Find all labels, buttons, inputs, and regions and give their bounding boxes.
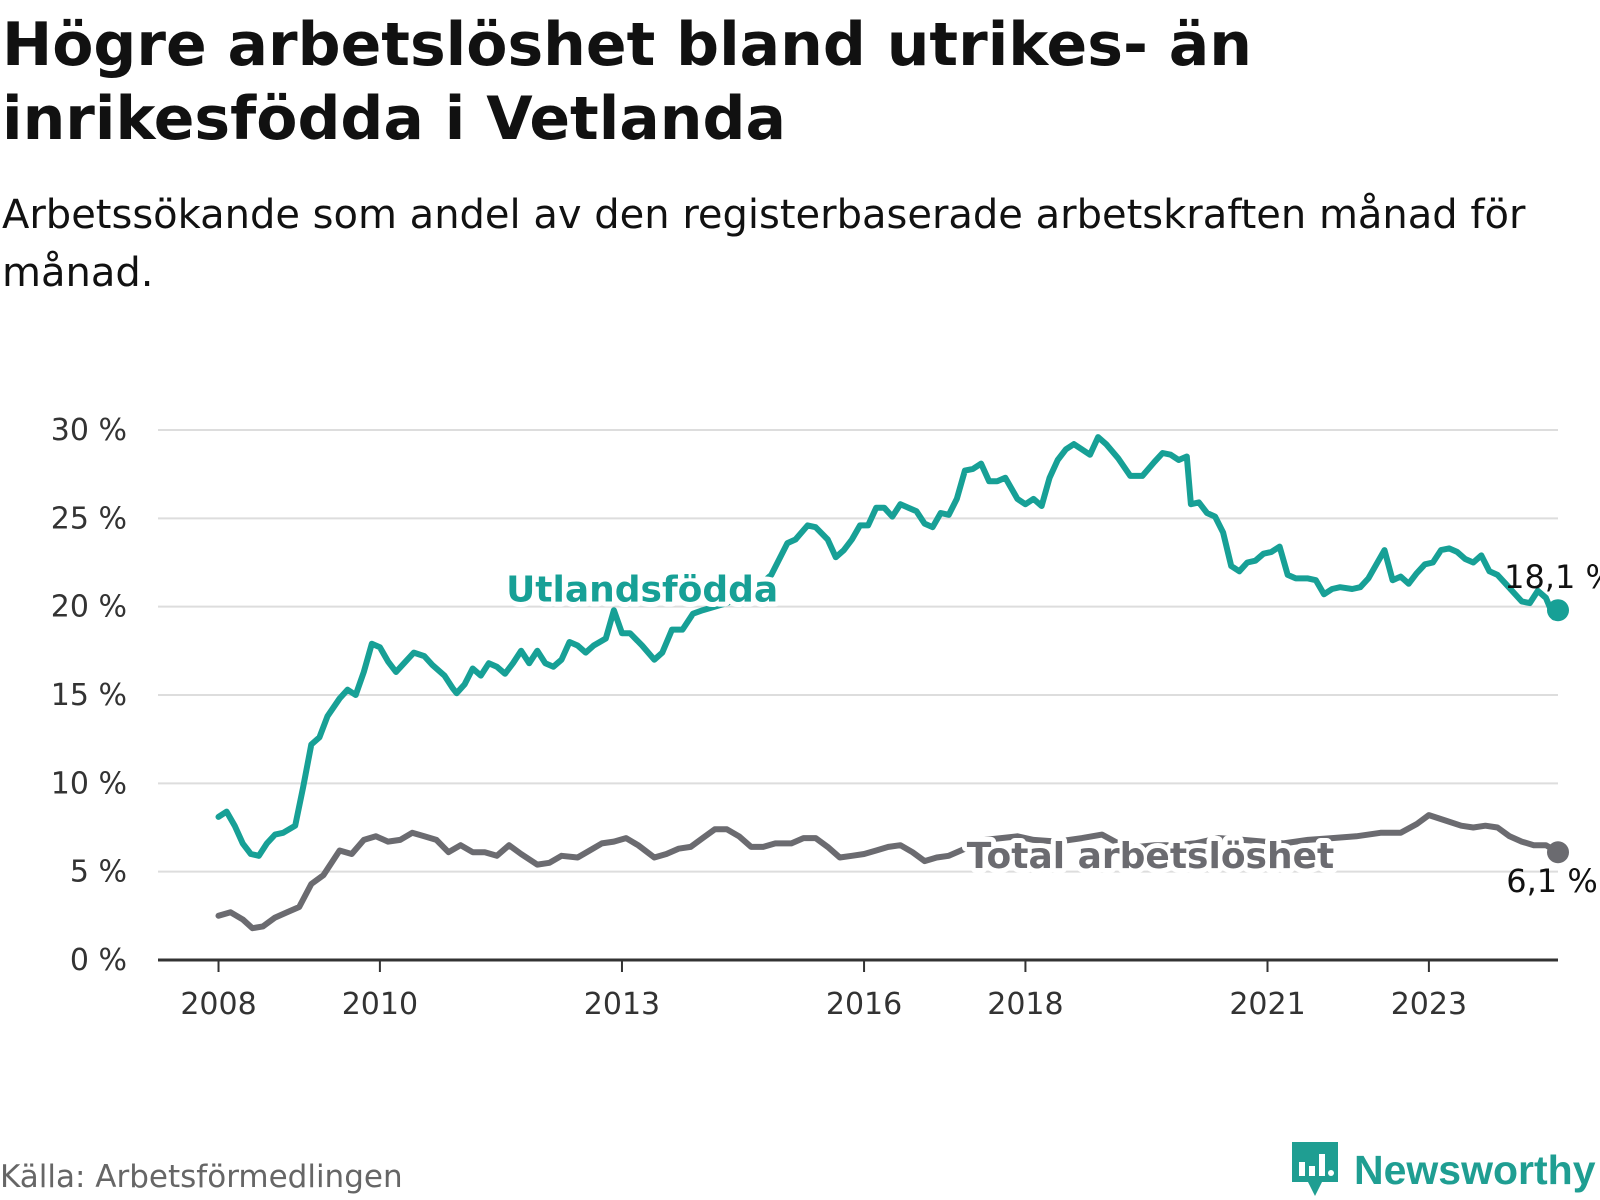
x-axis: 2008 2010 2013 2016 2018 2021 2023 [158,958,1558,1022]
series-lines [215,434,1569,932]
x-tick-label-2016: 2016 [826,987,902,1022]
x-tick-label-2021: 2021 [1229,987,1305,1022]
series-line-total [215,812,1561,932]
end-marker-total [1547,841,1569,864]
line-chart: 0 %5 %10 %15 %20 %25 %30 % 2008 2010 2013 2… [51,413,1600,1022]
x-tick-label-2010: 2010 [342,987,418,1022]
series-label-utlandsfodda: Utlandsfödda [506,569,778,610]
source-note: Källa: Arbetsförmedlingen [0,1159,403,1195]
newsworthy-logo: Newsworthy [1290,1140,1596,1200]
series-line-utlandsfodda [215,434,1561,859]
y-tick-label-5: 5 % [70,855,127,890]
gridlines [158,429,1558,873]
newsworthy-logo-icon [1292,1142,1338,1196]
x-tick-label-2018: 2018 [987,987,1063,1022]
chart-subtitle: Arbetssökande som andel av den registerb… [2,192,1526,296]
end-label-utlandsfodda: 18,1 % [1504,558,1600,596]
series-labels: 18,1 % 6,1 % Utlandsfödda Total arbetslöshe… [501,558,1600,900]
y-tick-label-20: 20 % [51,590,127,625]
series-label-total: Total arbetslöshet [967,836,1335,877]
x-tick-label-2013: 2013 [584,987,660,1022]
chart-title: Högre arbetslöshet bland utrikes- än inr… [2,10,1252,154]
y-axis: 0 % 5 % 10 % 15 % 20 % 25 % 30 % [51,413,127,978]
y-tick-label-15: 15 % [51,678,127,713]
brand-name: Newsworthy [1354,1147,1596,1193]
end-marker-utlandsfodda [1547,599,1569,622]
x-tick-label-2008: 2008 [180,987,256,1022]
y-tick-label-10: 10 % [51,766,127,801]
y-tick-label-30: 30 % [51,413,127,448]
end-label-total: 6,1 % [1506,862,1597,900]
y-tick-label-0: 0 % [70,943,127,978]
x-tick-label-2023: 2023 [1391,987,1467,1022]
y-tick-label-25: 25 % [51,501,127,536]
